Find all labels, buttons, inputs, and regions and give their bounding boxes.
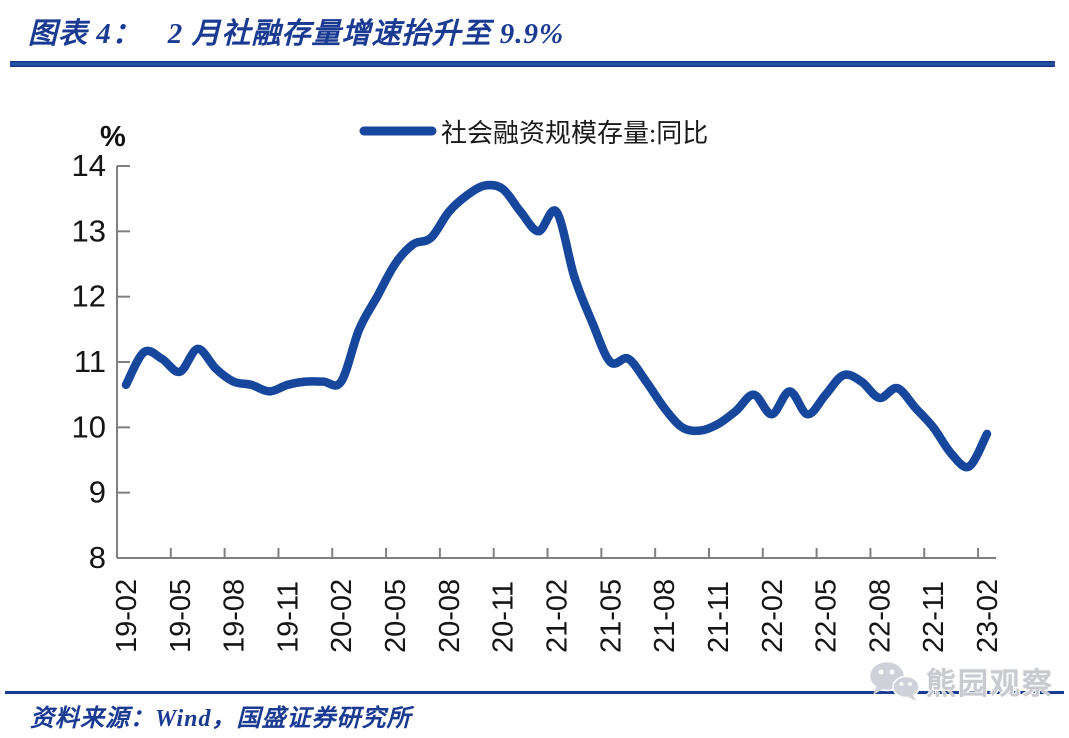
figure-title: 2 月社融存量增速抬升至 9.9% [167,18,565,50]
y-tick-label: 12 [72,279,106,314]
x-tick-label: 23-02 [972,579,1004,653]
y-tick-label: 13 [72,213,106,248]
y-tick-label: 14 [72,148,106,183]
source-note: 资料来源：Wind，国盛证券研究所 [30,706,412,732]
x-tick-label: 22-08 [864,579,896,653]
watermark: 熊园观察 [866,658,1054,704]
footer-divider [5,691,1064,694]
x-tick-label: 22-05 [811,579,843,653]
legend: 社会融资规模存量:同比 [359,119,708,148]
x-tick-label: 21-02 [542,579,574,653]
watermark-label: 熊园观察 [926,668,1054,701]
y-tick-label: 8 [89,540,106,575]
series-line-sofi-yoy [121,180,992,472]
y-tick-label: 9 [89,475,106,510]
y-tick-label: 10 [72,409,106,444]
figure-header: 图表 4： 2 月社融存量增速抬升至 9.9% [28,10,564,52]
x-tick-label: 22-11 [918,581,950,653]
wechat-icon [868,660,920,701]
x-tick-label: 20-08 [434,579,466,653]
title-divider [10,61,1055,67]
x-tick-label: 21-08 [649,579,681,653]
y-axis-unit: % [100,121,126,153]
x-tick-label: 20-02 [326,579,358,653]
x-tick-label: 22-02 [757,579,789,653]
x-tick-label: 20-11 [488,581,520,653]
x-tick-label: 21-05 [595,579,627,653]
x-tick-label: 19-02 [111,579,143,653]
x-tick-label: 20-05 [380,579,412,653]
y-axis: 8 9 10 11 12 13 14 [72,148,130,575]
x-tick-label: 21-11 [703,581,735,653]
y-tick-label: 11 [74,344,106,379]
x-tick-label: 19-11 [272,581,304,653]
figure-label: 图表 4： [28,18,142,50]
axes [116,166,996,559]
legend-label: 社会融资规模存量:同比 [441,119,708,148]
x-tick-label: 19-05 [165,579,197,653]
x-tick-label: 19-08 [219,579,251,653]
x-axis: 19-02 19-05 19-08 19-11 20-02 20-05 20-08 20-11… [111,548,1004,653]
